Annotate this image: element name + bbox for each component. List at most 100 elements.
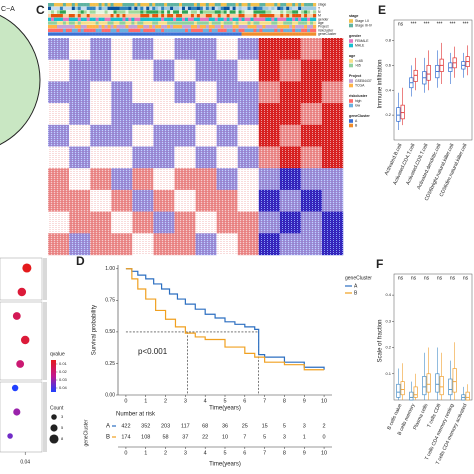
- y-tick-label: 0.1: [385, 371, 391, 376]
- annotation-stripe: [241, 14, 245, 18]
- annotation-stripe: [170, 21, 174, 25]
- annotation-stripe: [158, 14, 162, 18]
- annotation-stripe: [86, 32, 90, 36]
- annotation-stripe: [286, 6, 290, 11]
- annotation-stripe: [107, 14, 111, 18]
- annotation-stripe: [128, 10, 132, 14]
- annotation-stripe: [304, 3, 308, 7]
- annotation-stripe: [304, 6, 308, 11]
- dot: [11, 384, 19, 392]
- size-key: [50, 424, 58, 432]
- annotation-stripe: [238, 10, 242, 14]
- annotation-stripe: [211, 14, 215, 18]
- annotation-stripe: [110, 6, 114, 11]
- annotation-stripe: [268, 10, 272, 14]
- annotation-stripe: [187, 17, 192, 22]
- annotation-stripe: [173, 21, 177, 25]
- annotation-stripe: [158, 32, 162, 36]
- risk-time-label: 10: [321, 450, 327, 456]
- annotation-stripe: [274, 10, 278, 14]
- annotation-stripe: [247, 6, 251, 11]
- annotation-stripe: [182, 32, 186, 36]
- annotation-stripe: [286, 10, 290, 14]
- annotation-stripe: [92, 28, 96, 33]
- annotation-stripe: [271, 21, 275, 25]
- annotation-stripe: [182, 17, 186, 22]
- annotation-stripe: [196, 3, 201, 7]
- annotation-stripe: [116, 14, 120, 18]
- annotation-stripe: [196, 10, 201, 14]
- annotation-stripe: [86, 10, 90, 14]
- risk-count: 5: [263, 434, 266, 440]
- annotation-stripe: [223, 32, 227, 36]
- annotation-stripe: [146, 25, 150, 29]
- box: [396, 383, 401, 398]
- annotation-stripe: [253, 14, 257, 18]
- risk-count: 36: [222, 423, 228, 429]
- annotation-stripe: [232, 17, 236, 22]
- legend-swatch: [349, 63, 353, 68]
- annotation-stripe: [211, 32, 215, 36]
- size-key: [49, 434, 59, 444]
- y-tick-label: 0.2: [385, 112, 391, 117]
- annotation-stripe: [277, 21, 281, 25]
- annotation-stripe: [313, 32, 317, 36]
- annotation-stripe: [62, 21, 67, 25]
- annotation-stripe: [137, 25, 141, 29]
- annotation-stripe: [298, 10, 302, 14]
- annotation-stripe: [128, 6, 132, 11]
- annotation-stripe: [113, 21, 117, 25]
- annotation-stripe: [48, 25, 52, 29]
- annotation-stripe: [253, 3, 257, 7]
- annotation-stripe: [149, 14, 153, 18]
- annotation-stripe: [262, 21, 266, 25]
- annotation-stripe: [149, 21, 153, 25]
- annotation-stripe: [268, 14, 272, 18]
- annotation-stripe: [146, 32, 150, 36]
- annotation-stripe: [143, 32, 147, 36]
- annotation-stripe: [65, 6, 70, 11]
- annotation-stripe: [256, 28, 260, 33]
- annotation-stripe: [95, 28, 99, 33]
- annotation-stripe: [149, 28, 153, 33]
- x-axis-label: Time(years): [209, 462, 241, 468]
- panel-label: E: [378, 3, 386, 17]
- annotation-stripe: [196, 17, 201, 22]
- annotation-stripe: [289, 21, 293, 25]
- annotation-stripe: [268, 17, 272, 22]
- annotation-stripe: [68, 3, 73, 7]
- annotation-label: gender: [318, 17, 329, 21]
- annotation-stripe: [89, 10, 93, 14]
- annotation-stripe: [149, 17, 153, 22]
- annotation-stripe: [244, 6, 248, 11]
- annotation-stripe: [86, 3, 90, 7]
- annotation-stripe: [232, 28, 236, 33]
- annotation-stripe: [247, 10, 251, 14]
- annotation-stripe: [292, 6, 296, 11]
- y-tick-label: 0.8: [385, 38, 391, 43]
- annotation-stripe: [262, 25, 266, 29]
- legend-swatch: [349, 39, 353, 43]
- risk-time-label: 8: [283, 450, 286, 456]
- annotation-stripe: [113, 3, 117, 7]
- annotation-stripe: [122, 32, 126, 36]
- annotation-stripe: [256, 32, 260, 36]
- annotation-stripe: [62, 32, 67, 36]
- annotation-stripe: [98, 25, 102, 29]
- annotation-stripe: [256, 6, 260, 11]
- annotation-stripe: [155, 28, 159, 33]
- annotation-stripe: [208, 25, 212, 29]
- annotation-stripe: [220, 28, 224, 33]
- annotation-stripe: [229, 17, 233, 22]
- annotation-stripe: [56, 3, 61, 7]
- annotation-stripe: [238, 17, 242, 22]
- annotation-stripe: [220, 25, 224, 29]
- annotation-stripe: [62, 25, 67, 29]
- annotation-stripe: [119, 17, 123, 22]
- annotation-stripe: [244, 25, 248, 29]
- annotation-stripe: [164, 14, 168, 18]
- annotation-stripe: [274, 3, 278, 7]
- annotation-stripe: [223, 28, 227, 33]
- annotation-stripe: [277, 17, 281, 22]
- annotation-stripe: [244, 21, 248, 25]
